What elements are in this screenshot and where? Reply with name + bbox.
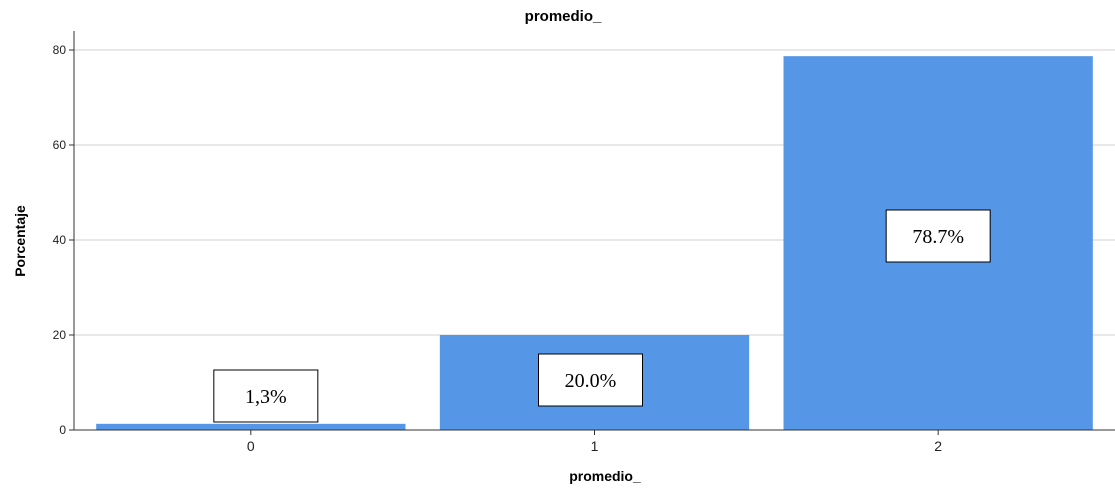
data-label-box — [885, 209, 991, 263]
axes: 0 20 40 60 80 0 1 2 — [53, 31, 1115, 454]
data-label-box — [538, 353, 643, 407]
x-axis-title: promedio_ — [569, 468, 641, 484]
chart-title: promedio_ — [525, 8, 602, 25]
y-tick-label: 40 — [53, 233, 67, 247]
y-tick-label: 80 — [53, 43, 67, 57]
x-tick-label: 1 — [591, 438, 599, 454]
data-label: 20.0% — [565, 370, 617, 392]
data-labels: 1,3% 20.0% 78.7% — [213, 209, 991, 423]
y-tick-label: 60 — [53, 138, 67, 152]
y-tick-label: 20 — [53, 328, 67, 342]
bar — [96, 423, 406, 430]
data-label: 1,3% — [245, 386, 287, 408]
data-label: 78.7% — [912, 226, 964, 248]
x-tick-label: 2 — [934, 438, 942, 454]
y-tick-label: 0 — [59, 423, 66, 437]
data-label-box — [213, 369, 319, 423]
x-tick-label: 0 — [247, 438, 255, 454]
y-axis-title: Porcentaje — [12, 205, 28, 277]
